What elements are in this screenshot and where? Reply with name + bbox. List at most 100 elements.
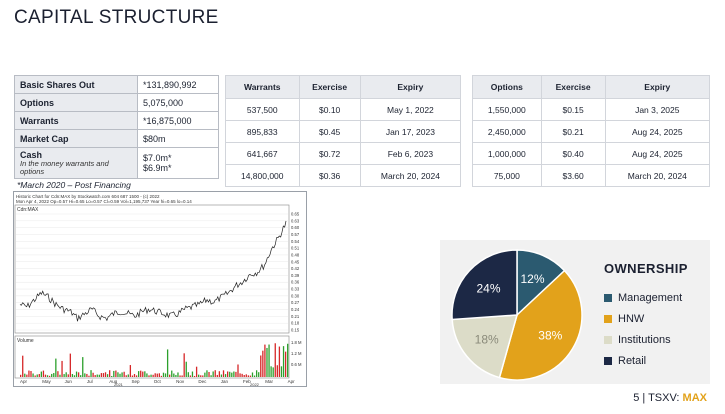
summary-value: *16,875,000 [137,111,219,130]
options-table: Options Exercise Expiry 1,550,000 $0.15 Ja… [472,75,711,187]
volume-bar [40,371,42,377]
price-tick-label: 0.27 [291,300,300,305]
legend-item-management: Management [604,292,682,304]
table-cell: Aug 24, 2025 [604,120,711,143]
summary-key: Basic Shares Out [14,75,138,94]
volume-bar [148,375,150,377]
volume-bar [270,366,272,377]
month-label: Sep [132,379,141,384]
legend-item-institutions: Institutions [604,334,671,346]
year-label: 2021 [114,382,124,386]
summary-value: $80m [137,129,219,148]
volume-bar [214,370,216,377]
page-title: CAPITAL STRUCTURE [14,7,219,28]
volume-bar [152,374,154,377]
volume-bar [212,371,214,377]
table-cell: $0.21 [540,120,606,143]
stock-chart-svg: Historic Chart for Cdn:MAX by Stockwatch… [14,194,302,386]
summary-key: Warrants [14,111,138,130]
price-tick-label: 0.30 [291,293,300,298]
year-label: 2022 [250,382,260,386]
volume-bar [51,373,53,377]
volume-bar [61,360,63,377]
volume-bar [251,372,254,377]
col-header: Exercise [298,75,361,99]
pie-label: 18% [475,333,499,347]
pie-label: 24% [476,281,500,295]
volume-bar [231,372,233,377]
itm-value: $6.9m* [143,163,172,173]
volume-bar [86,373,88,377]
volume-bar [144,371,146,377]
volume-bar [274,343,276,377]
volume-bar [65,372,67,377]
volume-bar [38,374,40,377]
volume-bar [127,374,129,377]
table-row: 537,500 $0.10 May 1, 2022 [225,98,462,121]
table-cell: $0.15 [540,98,606,121]
summary-value: 5,075,000 [137,93,219,112]
volume-bar [44,374,47,377]
volume-bar [22,355,24,377]
volume-bar [125,375,127,377]
price-tick-label: 0.48 [291,252,300,257]
table-cell: 75,000 [472,164,542,187]
summary-value: $7.0m* $6.9m* [137,147,219,179]
table-cell: 895,833 [225,120,300,143]
price-tick-label: 0.60 [291,225,300,230]
volume-bar [181,375,183,377]
volume-bar [216,374,218,377]
summary-row: Market Cap $80m [14,129,219,148]
volume-bar [24,373,26,377]
volume-bar [262,350,264,377]
pie-slice [451,314,519,379]
volume-bar [113,370,115,377]
volume-bar [48,375,51,377]
volume-bar [258,372,260,377]
volume-bar [200,375,202,377]
volume-bar [53,373,55,377]
volume-bar [247,375,249,377]
volume-bar [71,373,74,377]
volume-bar [185,361,187,377]
volume-bar [198,374,200,377]
month-label: Feb [243,379,251,384]
table-cell: 2,450,000 [472,120,542,143]
table-cell: 537,500 [225,98,300,121]
volume-bar [175,374,177,377]
volume-tick-label: 0.6 M [291,362,302,367]
volume-bar [30,371,32,377]
table-cell: $0.36 [298,164,361,187]
col-header: Expiry [359,75,462,99]
volume-bar [255,370,258,377]
volume-bar [28,370,30,377]
volume-bar [169,374,171,377]
volume-bar [111,375,113,377]
volume-bar [133,374,136,377]
table-row: 1,000,000 $0.40 Aug 24, 2025 [472,142,711,165]
chart-header: Historic Chart for Cdn:MAX by Stockwatch… [16,194,160,199]
volume-bar [109,370,111,377]
volume-bar [237,364,239,377]
month-label: Jul [87,379,93,384]
legend-swatch [604,336,612,344]
volume-bar [63,374,65,377]
volume-bar [160,375,163,377]
table-cell: March 20, 2024 [604,164,711,187]
volume-bar [80,375,82,377]
footer: 5 | TSXV: MAX [633,392,707,404]
volume-bar [67,374,69,377]
pie-slice [451,249,518,321]
price-tick-label: 0.36 [291,280,300,285]
col-header: Warrants [225,75,300,99]
volume-bar [32,373,34,377]
volume-bar [82,357,84,377]
volume-bar [264,344,266,377]
financing-note: *March 2020 – Post Financing [17,180,131,190]
volume-bar [20,374,22,377]
price-line [19,220,287,322]
volume-bar [268,344,270,377]
volume-bar [222,370,225,377]
table-cell: March 20, 2024 [359,164,462,187]
volume-bar [88,375,90,377]
